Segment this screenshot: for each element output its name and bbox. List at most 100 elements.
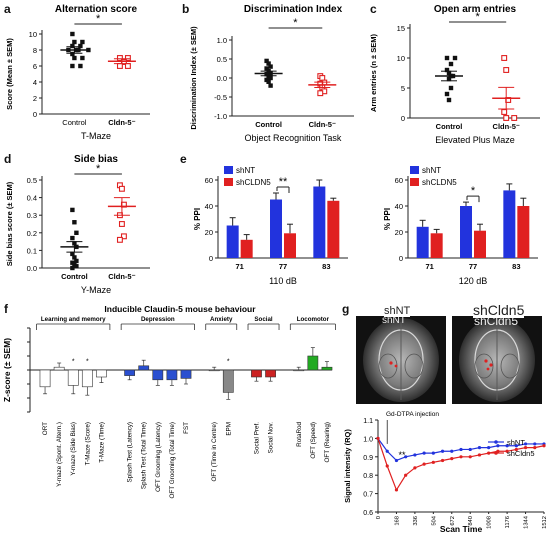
bar-shcldn5	[284, 233, 296, 258]
y-tick-label: 20	[205, 228, 213, 237]
test-label: OFT (Time in Centre)	[211, 422, 218, 481]
line-point	[404, 455, 408, 459]
y-tick-label: -1.0	[214, 112, 227, 121]
line-point	[505, 449, 509, 453]
significance-star: *	[86, 359, 89, 366]
x-axis-title: T-Maze	[81, 131, 111, 141]
x-tick-label: 672	[450, 516, 456, 526]
z-score-bar	[53, 366, 65, 371]
data-point-control	[448, 85, 454, 91]
z-score-bar	[166, 369, 178, 381]
panel-letter-c: c	[370, 2, 377, 16]
group-label: Locomotor	[297, 316, 330, 323]
legend-marker	[494, 440, 498, 444]
x-axis-title: Object Recognition Task	[245, 133, 342, 143]
x-axis-title: Elevated Plus Maze	[435, 135, 515, 145]
z-score-bar	[96, 369, 107, 378]
significance-star: *	[293, 17, 298, 29]
y-tick-label: -0.5	[214, 93, 227, 102]
y-tick-label: 0.0	[27, 264, 37, 273]
data-point-control	[78, 43, 83, 49]
data-point-control	[72, 255, 77, 260]
data-point-cldn5	[511, 115, 518, 121]
test-label: Splash Test (Latency)	[127, 422, 134, 482]
panel-letter-a: a	[4, 2, 11, 16]
x-tick-label: 77	[279, 262, 287, 271]
data-point-control	[74, 264, 79, 269]
line-point	[413, 466, 417, 470]
chart-f: Inducible Claudin-5 mouse behaviour Z-sco…	[2, 304, 336, 499]
legend-swatch	[410, 166, 419, 174]
z-score-bar	[251, 369, 262, 378]
data-point-cldn5	[501, 109, 508, 115]
x-tick-label: 71	[425, 262, 433, 271]
mri-brain-shnt	[363, 318, 439, 402]
data-point-control	[74, 230, 79, 235]
panel-letter-g: g	[342, 302, 350, 316]
significance-star: *	[475, 11, 480, 23]
data-point-control	[80, 39, 85, 45]
data-point-cldn5	[317, 90, 324, 97]
category-label: Cldn-5⁻	[108, 118, 135, 127]
y-tick-label: 6	[33, 62, 37, 71]
significance-star: *	[471, 185, 476, 197]
chart-title: Discrimination Index	[244, 4, 343, 15]
y-tick-label: 0.4	[27, 194, 37, 203]
y-tick-label: 40	[395, 202, 403, 211]
chart-title: Open arm entries	[434, 4, 517, 15]
line-point	[450, 457, 454, 461]
y-tick-label: 0.2	[27, 229, 37, 238]
bar-shcldn5	[240, 239, 253, 258]
significance-star: *	[227, 359, 230, 366]
line-point	[477, 453, 482, 457]
y-axis-label: % PPI	[193, 208, 202, 230]
test-label: RotaRod	[296, 422, 303, 447]
x-tick-label: 77	[469, 262, 477, 271]
test-label: Social Nov.	[268, 422, 275, 454]
legend-label: shCLDN5	[422, 178, 457, 187]
chart-a: Alternation score 0 2 4 6 8 10 Score (Mean ± SE…	[5, 4, 150, 141]
line-point	[468, 455, 472, 459]
data-point-control	[448, 61, 454, 67]
test-label: EPM	[225, 422, 232, 436]
significance-star: **	[279, 176, 288, 188]
chart-d: Side bias 0.0 0.1 0.2 0.3 0.4 0.5 Side bias sco…	[5, 154, 150, 295]
y-axis-label: Z-score (± SEM)	[2, 338, 12, 402]
significance-star: **	[398, 450, 406, 460]
chart-g: 0.6 0.7 0.8 0.9 1.0 1.1 Signal intensity (RQ) 0…	[343, 411, 548, 534]
data-point-control	[264, 66, 269, 71]
y-tick-label: 5	[401, 84, 405, 93]
z-score-bar	[293, 369, 305, 372]
test-label: Splash Test (Total Time)	[141, 422, 148, 489]
legend-swatch	[224, 178, 233, 186]
y-tick-label: 15	[397, 24, 405, 33]
bar-shnt	[226, 225, 239, 258]
significance-star: *	[96, 13, 101, 25]
data-point-cldn5	[116, 236, 123, 243]
category-label: Control	[436, 122, 463, 131]
bar-shcldn5	[327, 200, 340, 258]
data-point-control	[70, 235, 75, 241]
z-score-bar	[222, 369, 234, 393]
line-point	[440, 449, 445, 453]
data-point-cldn5	[124, 63, 131, 69]
x-axis-title: Scan Time	[440, 524, 483, 534]
data-point-control	[80, 55, 85, 61]
test-label: ORT	[42, 422, 49, 435]
category-label: Cldn-5⁻	[309, 120, 336, 129]
x-axis-title: Y-Maze	[81, 285, 111, 295]
line-point	[413, 453, 417, 457]
data-point-cldn5	[501, 55, 508, 61]
line-point	[385, 449, 389, 453]
x-tick-label: 1008	[487, 516, 493, 529]
data-point-control	[264, 58, 269, 64]
x-tick-label: 83	[512, 262, 520, 271]
group-label: Learning and memory	[41, 316, 106, 323]
y-tick-label: 0.5	[27, 176, 37, 185]
chart-title: Side bias	[74, 154, 118, 165]
y-tick-label: 8	[33, 46, 37, 55]
data-point-control	[268, 83, 273, 88]
z-score-bar	[208, 369, 220, 372]
data-point-cldn5	[118, 185, 125, 192]
line-point	[440, 458, 445, 463]
